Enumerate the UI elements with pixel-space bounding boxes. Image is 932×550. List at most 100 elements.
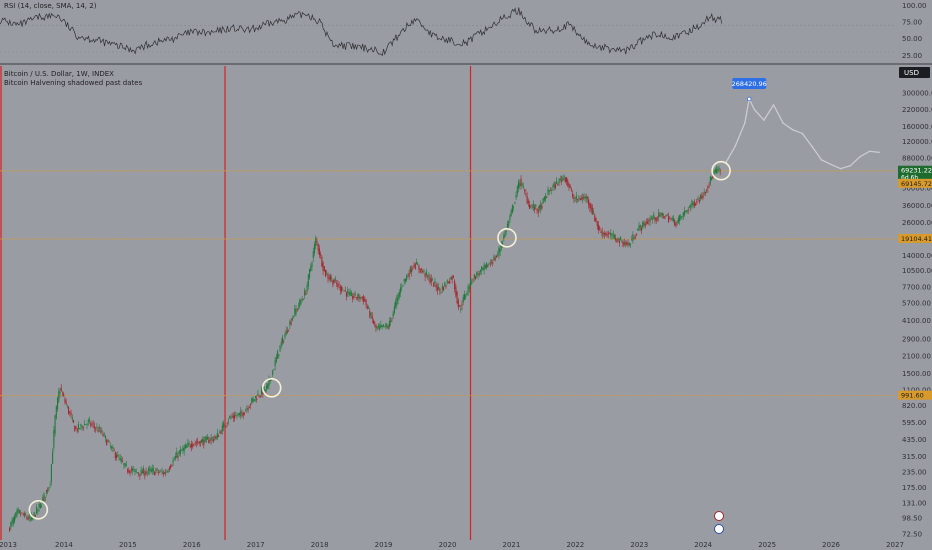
price-label-box-0[interactable] (898, 165, 932, 182)
candle-body (278, 354, 280, 356)
peak-marker (747, 96, 752, 102)
candle-body (154, 471, 156, 476)
candle-body (390, 319, 392, 323)
candle-body (428, 275, 430, 278)
candle-body (64, 399, 66, 402)
price-label-text-3[interactable]: 991.60 (901, 392, 924, 400)
candle-body (365, 300, 367, 306)
candle-body (98, 427, 100, 429)
candle-body (237, 413, 239, 416)
candle-body (240, 410, 242, 417)
rsi-pane[interactable] (0, 0, 895, 63)
flag-event-icon[interactable] (714, 524, 724, 534)
candle-body (575, 195, 577, 200)
candle-body (241, 413, 243, 414)
candle-body (450, 276, 452, 280)
candle-body (466, 292, 468, 296)
candle-body (462, 296, 464, 303)
candle-body (629, 243, 631, 246)
currency-badge[interactable] (899, 67, 930, 78)
candle-body (536, 208, 538, 210)
currency-label[interactable]: USD (904, 69, 919, 77)
price-label-text-1[interactable]: 69145.72 (901, 180, 932, 188)
candle-body (261, 388, 263, 395)
price-label-text-2[interactable]: 19104.41 (901, 235, 932, 243)
price-tick-label: 160000.00 (902, 123, 932, 131)
candle-body (572, 194, 574, 197)
candle-body (445, 285, 447, 287)
candle-body (516, 186, 518, 194)
candle-body (529, 204, 531, 209)
candle-body (468, 287, 470, 289)
price-label-text-0[interactable]: 69231.22 (901, 167, 932, 175)
price-label-box-2[interactable] (898, 233, 932, 243)
candle-body (407, 276, 409, 277)
candle-body (639, 225, 641, 228)
candle-body (624, 242, 627, 245)
projection-point (763, 119, 765, 121)
candle-body (69, 411, 71, 414)
candle-body (526, 196, 528, 204)
candle-body (652, 218, 654, 220)
candle-body (304, 290, 306, 296)
event-icons[interactable] (714, 511, 724, 534)
candle-body (545, 195, 547, 200)
candle-body (257, 393, 259, 396)
candle-body (693, 201, 695, 207)
candle-body (41, 506, 43, 507)
candle-body (305, 293, 307, 295)
candle-body (350, 292, 352, 297)
price-label-box-3[interactable] (898, 390, 932, 400)
price-tick-label: 175.00 (902, 484, 927, 492)
candle-body (411, 269, 413, 273)
rsi-axis[interactable]: 100.00 75.00 50.00 25.00 (902, 2, 927, 60)
candle-body (701, 196, 703, 199)
candle-body (195, 442, 198, 444)
candle-body (647, 221, 649, 224)
countdown-label[interactable]: 6d 6h (901, 175, 918, 182)
candle-body (706, 189, 708, 191)
candle-body (556, 180, 558, 184)
candle-body (208, 439, 210, 443)
candle-body (252, 398, 254, 403)
candle-body (702, 195, 704, 199)
candle-body (369, 311, 371, 318)
candle-body (360, 297, 362, 299)
candle-body (165, 472, 167, 474)
candle-body (509, 215, 511, 220)
price-axis[interactable]: 300000.00 220000.00 160000.00 120000.00 8800… (898, 90, 932, 539)
candle-body (317, 243, 319, 251)
candle-body (612, 232, 614, 236)
candle-body (146, 472, 148, 473)
rsi-tick-label: 100.00 (902, 2, 927, 10)
dividend-event-icon[interactable] (714, 511, 724, 521)
candle-body (622, 241, 624, 247)
price-pane[interactable]: 268420.96 (0, 66, 895, 540)
time-axis[interactable]: 2013 2014 2015 2016 2017 2018 2019 2020 2021 2022… (0, 541, 904, 549)
rsi-tick-label: 50.00 (902, 35, 922, 43)
candle-body (205, 436, 207, 441)
candle-body (541, 205, 543, 209)
candle-body (288, 329, 290, 331)
price-label-box-1[interactable] (898, 178, 932, 188)
candle-body (487, 265, 489, 268)
candle-body (312, 251, 314, 259)
candle-body (347, 290, 349, 293)
candle-body (636, 234, 638, 236)
candle-body (210, 437, 212, 441)
price-tick-label: 14000.00 (902, 252, 932, 260)
candle-body (449, 280, 451, 284)
candle-body (599, 227, 601, 230)
candle-body (524, 189, 526, 192)
candle-body (717, 169, 719, 171)
candle-body (254, 396, 257, 398)
price-tick-label: 26000.00 (902, 219, 932, 227)
candle-body (643, 222, 645, 226)
candle-body (49, 483, 51, 485)
candle-body (268, 378, 270, 386)
candle-body (269, 379, 271, 382)
candle-body (192, 444, 194, 447)
projection-point (849, 164, 852, 167)
